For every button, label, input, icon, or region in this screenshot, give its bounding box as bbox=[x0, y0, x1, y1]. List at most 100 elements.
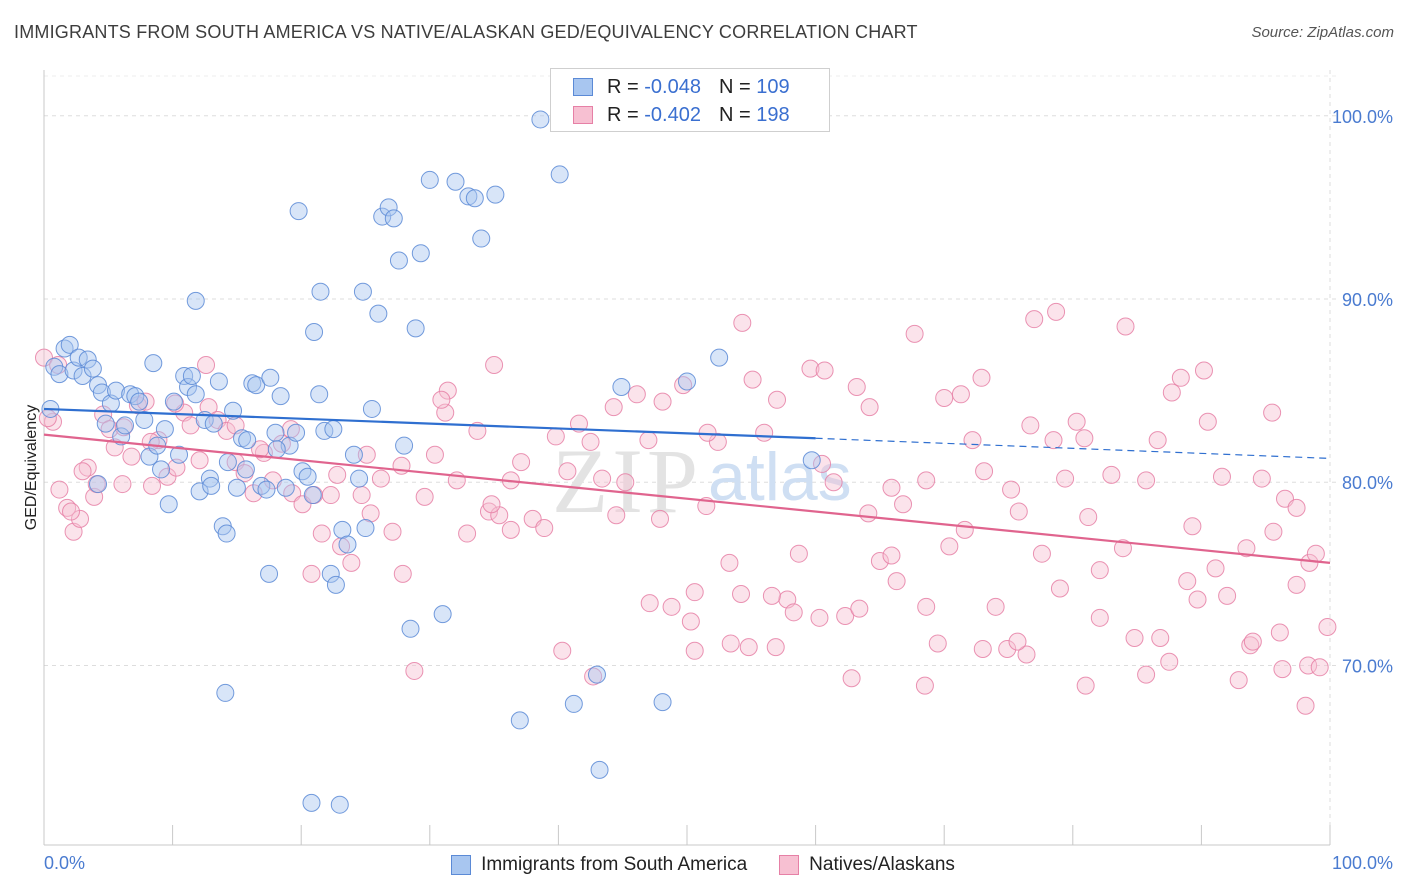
point-natives bbox=[272, 434, 291, 453]
point-natives bbox=[479, 502, 498, 521]
point-natives bbox=[1025, 310, 1044, 329]
point-natives bbox=[755, 423, 774, 442]
point-immigrants bbox=[321, 564, 340, 583]
point-immigrants bbox=[69, 348, 88, 367]
point-natives bbox=[1171, 368, 1190, 387]
point-immigrants bbox=[587, 665, 606, 684]
trend-line-immigrants bbox=[815, 437, 1331, 460]
point-immigrants bbox=[311, 282, 330, 301]
point-immigrants bbox=[303, 486, 322, 505]
point-immigrants bbox=[238, 431, 257, 450]
stats-legend: R = -0.048 N = 109 R = -0.402 N = 198 bbox=[550, 68, 830, 132]
point-natives bbox=[1206, 559, 1225, 578]
point-immigrants bbox=[326, 575, 345, 594]
point-immigrants bbox=[384, 209, 403, 228]
point-natives bbox=[535, 519, 554, 538]
point-immigrants bbox=[353, 282, 372, 301]
trend-line-natives bbox=[43, 433, 1331, 564]
point-natives bbox=[784, 603, 803, 622]
legend-swatch-natives bbox=[573, 106, 593, 124]
point-natives bbox=[1270, 623, 1289, 642]
legend-swatch-immigrants bbox=[573, 78, 593, 96]
point-natives bbox=[733, 313, 752, 332]
point-natives bbox=[1113, 539, 1132, 558]
source-label: Source: ZipAtlas.com bbox=[1251, 24, 1394, 41]
y-tick-label: 70.0% bbox=[1342, 656, 1393, 676]
point-natives bbox=[352, 486, 371, 505]
point-immigrants bbox=[73, 366, 92, 385]
point-natives bbox=[801, 359, 820, 378]
point-natives bbox=[302, 564, 321, 583]
point-immigrants bbox=[227, 478, 246, 497]
legend-r-value: -0.048 bbox=[644, 75, 701, 98]
point-immigrants bbox=[130, 392, 149, 411]
point-immigrants bbox=[112, 427, 131, 446]
legend-item-natives[interactable]: Natives/Alaskans bbox=[779, 854, 955, 876]
point-immigrants bbox=[164, 392, 183, 411]
legend-n-label: N = bbox=[718, 103, 751, 126]
point-natives bbox=[458, 524, 477, 543]
point-natives bbox=[1017, 645, 1036, 664]
point-natives bbox=[1075, 429, 1094, 448]
point-natives bbox=[1079, 508, 1098, 527]
point-immigrants bbox=[159, 495, 178, 514]
point-natives bbox=[721, 634, 740, 653]
point-natives bbox=[766, 638, 785, 657]
point-immigrants bbox=[83, 359, 102, 378]
point-natives bbox=[607, 506, 626, 525]
point-immigrants bbox=[433, 605, 452, 624]
point-immigrants bbox=[465, 189, 484, 208]
point-immigrants bbox=[186, 291, 205, 310]
legend-swatch-immigrants bbox=[451, 855, 472, 875]
point-natives bbox=[393, 564, 412, 583]
point-natives bbox=[975, 462, 994, 481]
axis-labels: 70.0% 80.0% 90.0% 100.0% 0.0% 100.0% GED/Equiv… bbox=[23, 107, 1393, 873]
point-natives bbox=[743, 370, 762, 389]
point-natives bbox=[860, 398, 879, 417]
point-natives bbox=[972, 368, 991, 387]
point-natives bbox=[438, 381, 457, 400]
point-natives bbox=[698, 423, 717, 442]
point-natives bbox=[405, 661, 424, 680]
point-immigrants bbox=[315, 421, 334, 440]
point-immigrants bbox=[550, 165, 569, 184]
point-natives bbox=[181, 416, 200, 435]
point-natives bbox=[415, 487, 434, 506]
point-immigrants bbox=[510, 711, 529, 730]
point-natives bbox=[149, 431, 168, 450]
point-natives bbox=[940, 537, 959, 556]
point-natives bbox=[1310, 658, 1329, 677]
point-immigrants bbox=[289, 202, 308, 221]
legend-item-immigrants[interactable]: Immigrants from South America bbox=[451, 854, 747, 876]
y-tick-label: 80.0% bbox=[1342, 473, 1393, 493]
point-immigrants bbox=[802, 451, 821, 470]
point-immigrants bbox=[446, 172, 465, 191]
point-natives bbox=[859, 504, 878, 523]
point-natives bbox=[789, 544, 808, 563]
series-legend: Immigrants from South America Natives/Al… bbox=[0, 852, 1406, 878]
point-natives bbox=[73, 462, 92, 481]
gridlines bbox=[44, 70, 1338, 845]
point-natives bbox=[604, 398, 623, 417]
point-immigrants bbox=[182, 366, 201, 385]
point-natives bbox=[1299, 656, 1318, 675]
point-immigrants bbox=[395, 436, 414, 455]
point-natives bbox=[1287, 498, 1306, 517]
legend-n-value: 109 bbox=[756, 75, 790, 98]
point-natives bbox=[553, 641, 572, 660]
point-natives bbox=[1032, 544, 1051, 563]
point-natives bbox=[894, 495, 913, 514]
data-points bbox=[35, 110, 1337, 814]
point-natives bbox=[905, 324, 924, 343]
point-natives bbox=[1160, 652, 1179, 671]
point-immigrants bbox=[373, 207, 392, 226]
point-natives bbox=[432, 390, 451, 409]
point-natives bbox=[1237, 539, 1256, 558]
point-immigrants bbox=[293, 462, 312, 481]
legend-n-value: 198 bbox=[756, 103, 790, 126]
x-tick-label-start: 0.0% bbox=[44, 853, 85, 873]
legend-label-natives: Natives/Alaskans bbox=[809, 854, 955, 875]
point-natives bbox=[870, 552, 889, 571]
point-natives bbox=[650, 509, 669, 528]
y-tick-label: 90.0% bbox=[1342, 290, 1393, 310]
